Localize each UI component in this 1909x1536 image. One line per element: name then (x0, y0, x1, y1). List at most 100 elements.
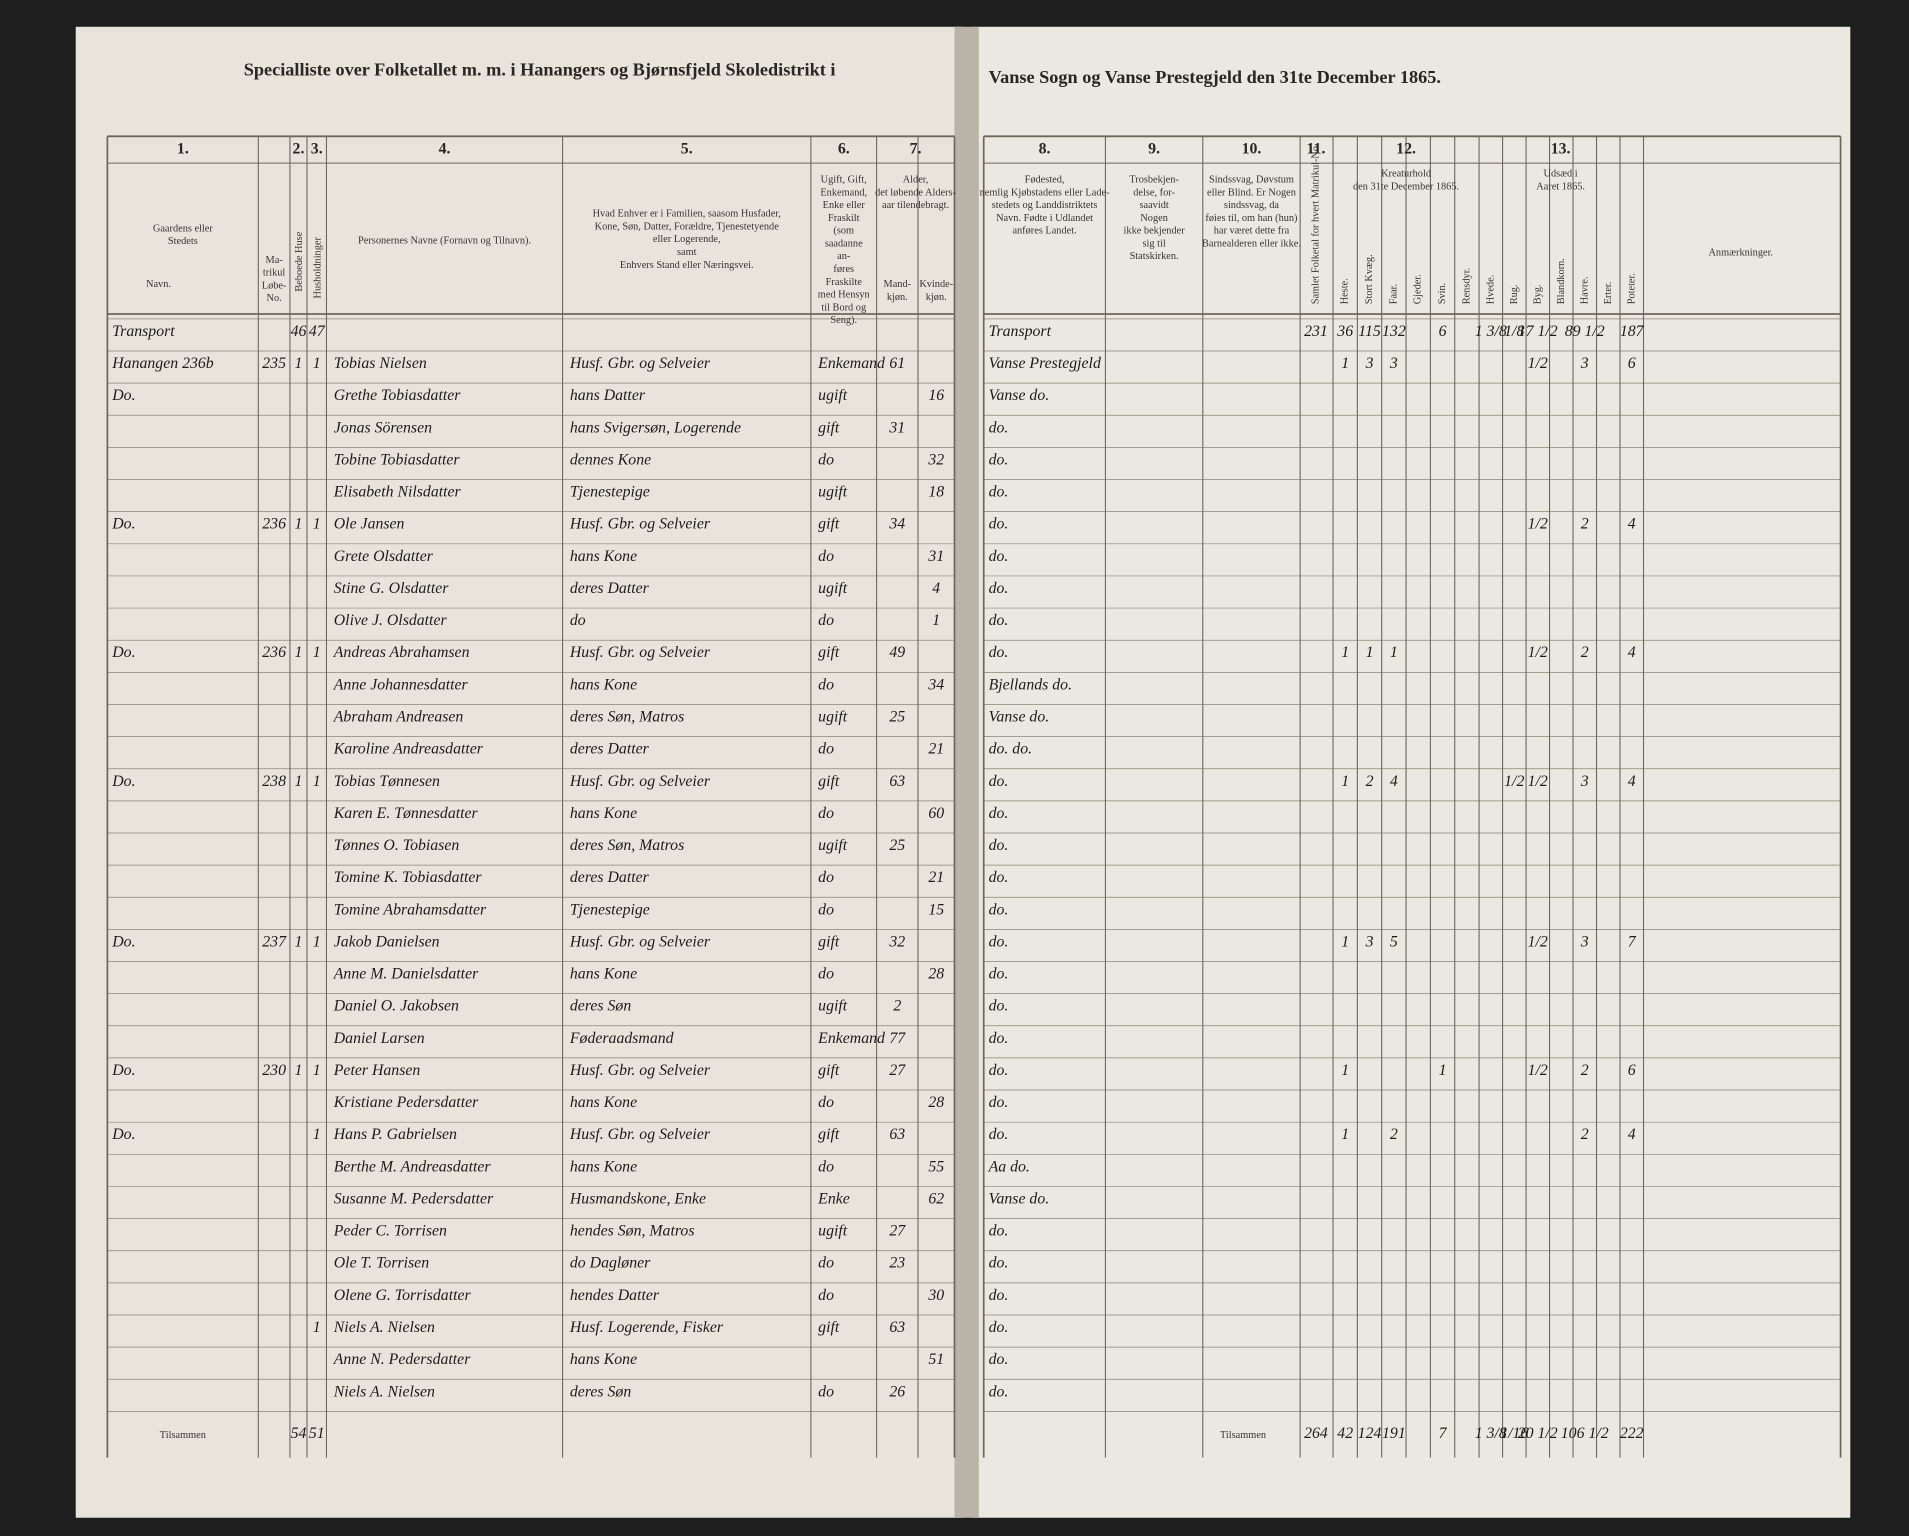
barley: 1/2 (1528, 773, 1548, 790)
column-header: kjøn. (926, 292, 947, 303)
person-name: Tomine K. Tobiasdatter (334, 869, 483, 886)
position: Husf. Gbr. og Selveier (569, 644, 711, 661)
birthplace: Transport (989, 323, 1052, 340)
person-name: Peter Hansen (333, 1062, 421, 1079)
column-header: Personernes Navne (Fornavn og Tilnavn). (358, 235, 531, 246)
left-title: Specialliste over Folketallet m. m. i Ha… (244, 59, 836, 79)
birthplace: do. (989, 516, 1009, 533)
total-potatoes: 222 (1620, 1425, 1644, 1442)
households: 1 (313, 1126, 321, 1143)
households: 47 (309, 323, 326, 340)
age-male: 27 (889, 1062, 906, 1079)
position: hans Kone (570, 805, 637, 822)
person-name: Andreas Abrahamsen (333, 644, 470, 661)
birthplace: do. (989, 1094, 1009, 1111)
column-header: an- (837, 251, 851, 262)
column-header: saadanne (825, 238, 863, 249)
potatoes: 4 (1628, 773, 1636, 790)
households: 1 (313, 933, 321, 950)
houses: 1 (295, 644, 303, 661)
position: hans Kone (570, 1094, 637, 1111)
column-number: 13. (1551, 140, 1571, 157)
households: 1 (313, 516, 321, 533)
person-name: Tomine Abrahamsdatter (334, 901, 487, 918)
barley: 1/2 (1528, 355, 1548, 372)
civil-status: gift (818, 773, 840, 790)
potatoes: 4 (1628, 516, 1636, 533)
person-name: Grete Olsdatter (334, 548, 434, 565)
person-name: Elisabeth Nilsdatter (333, 484, 462, 501)
position: deres Datter (570, 580, 650, 597)
person-name: Tønnes O. Tobiasen (334, 837, 460, 854)
column-header: Kreaturhold (1381, 168, 1432, 179)
column-header: sindssvag, da (1224, 200, 1279, 211)
civil-status: do (818, 1094, 834, 1111)
civil-status: do (818, 612, 834, 629)
column-header: Seng). (830, 315, 857, 326)
place: Do. (111, 516, 135, 533)
rye: 1/2 (1504, 773, 1524, 790)
age-male: 27 (889, 1223, 906, 1240)
column-number: 7. (910, 140, 922, 157)
birthplace: Vanse do. (989, 1190, 1050, 1207)
households: 1 (313, 355, 321, 372)
cattle: 3 (1365, 933, 1374, 950)
total-birthplace: Tilsammen (1220, 1430, 1266, 1441)
population-total: 231 (1304, 323, 1328, 340)
age-female: 21 (928, 741, 944, 758)
total-oats: 106 1/2 (1561, 1425, 1609, 1442)
column-header: Trosbekjen- (1129, 175, 1179, 186)
birthplace: do. (989, 451, 1009, 468)
matrikul-no: 237 (262, 933, 287, 950)
cattle: 3 (1365, 355, 1374, 372)
sheep: 132 (1382, 323, 1406, 340)
birthplace: do. (989, 548, 1009, 565)
birthplace: do. (989, 998, 1009, 1015)
total-barley: 20 1/2 (1518, 1425, 1558, 1442)
households: 1 (313, 773, 321, 790)
age-male: 25 (889, 837, 905, 854)
total-horses: 42 (1337, 1425, 1353, 1442)
column-number: 2. (293, 140, 305, 157)
right-title: Vanse Sogn og Vanse Prestegjeld den 31te… (989, 67, 1441, 87)
column-header: Fødested, (1025, 175, 1065, 186)
column-header: Anmærkninger. (1708, 248, 1773, 259)
column-header: Sindssvag, Døvstum (1209, 175, 1294, 186)
age-male: 2 (893, 998, 901, 1015)
person-name: Berthe M. Andreasdatter (334, 1158, 492, 1175)
total-households: 51 (309, 1425, 325, 1442)
age-female: 16 (928, 387, 944, 404)
birthplace: do. (989, 612, 1009, 629)
column-header: Rug. (1509, 284, 1520, 304)
oats: 3 (1580, 933, 1589, 950)
sheep: 1 (1390, 644, 1398, 661)
civil-status: ugift (818, 837, 848, 854)
birthplace: do. (989, 837, 1009, 854)
cattle: 1 (1366, 644, 1374, 661)
age-female: 32 (927, 451, 944, 468)
column-header: til Bord og (821, 302, 866, 313)
oats: 2 (1581, 1126, 1589, 1143)
column-number: 10. (1242, 140, 1262, 157)
houses: 1 (295, 933, 303, 950)
horses: 1 (1341, 1062, 1349, 1079)
birthplace: do. (989, 901, 1009, 918)
birthplace: do. (989, 1351, 1009, 1368)
person-name: Hans P. Gabrielsen (333, 1126, 457, 1143)
age-male: 63 (889, 773, 905, 790)
position: Husmandskone, Enke (569, 1190, 706, 1207)
position: deres Søn, Matros (570, 837, 684, 854)
age-female: 28 (928, 1094, 944, 1111)
column-header: Poteter. (1627, 273, 1638, 304)
column-header: Faar. (1388, 284, 1399, 304)
potatoes: 6 (1628, 355, 1636, 372)
column-header: Enkemand, (820, 187, 867, 198)
column-header: Navn. (146, 279, 171, 290)
age-male: 32 (888, 933, 905, 950)
birthplace: Aa do. (988, 1158, 1030, 1175)
birthplace: Vanse Prestegjeld (989, 355, 1101, 372)
column-header: med Hensyn (818, 290, 870, 301)
position: Husf. Gbr. og Selveier (569, 1062, 711, 1079)
position: Husf. Gbr. og Selveier (569, 516, 711, 533)
